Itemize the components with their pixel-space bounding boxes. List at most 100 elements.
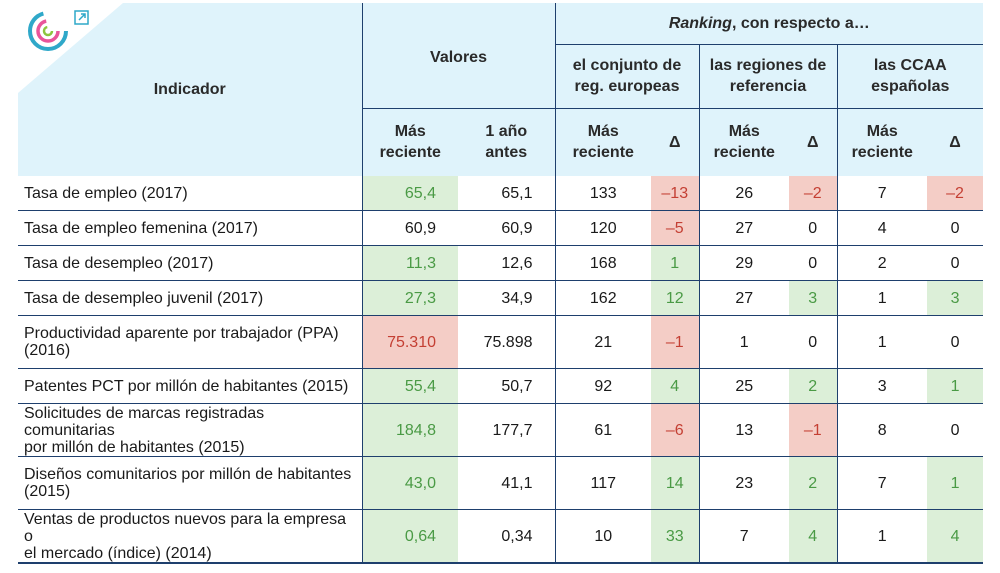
indicator-name: Tasa de empleo femenina (2017) — [18, 210, 362, 246]
cell-reciente: 60,9 — [361, 210, 458, 246]
cell-ref: 1 — [698, 315, 789, 369]
cell-eu: 133 — [554, 176, 651, 211]
cell-ccaa: 2 — [836, 245, 927, 281]
indicator-name: Tasa de desempleo juvenil (2017) — [18, 280, 362, 316]
cell-ccaa: 7 — [836, 176, 927, 211]
header-un-ano-antes: 1 año antes — [458, 108, 555, 176]
cell-eu: 120 — [554, 210, 651, 246]
cell-reciente: 184,8 — [361, 403, 458, 457]
cell-antes: 0,34 — [458, 509, 555, 564]
cell-reciente: 75.310 — [361, 315, 458, 369]
cell-ccaa-d: 1 — [927, 368, 984, 404]
header-group-ref: las regiones de referencia — [698, 44, 837, 109]
indicator-name: Solicitudes de marcas registradas comuni… — [18, 403, 362, 457]
cell-eu-d: –6 — [651, 403, 699, 457]
header-ranking-italic: Ranking — [668, 14, 732, 32]
cell-ref: 7 — [698, 509, 789, 564]
cell-ccaa: 1 — [836, 315, 927, 369]
table-row: Productividad aparente por trabajador (P… — [18, 315, 984, 369]
cell-ref-d: 2 — [789, 368, 837, 404]
cell-eu: 92 — [554, 368, 651, 404]
indicator-name: Ventas de productos nuevos para la empre… — [18, 509, 362, 564]
cell-reciente: 0,64 — [361, 509, 458, 564]
indicator-name: Diseños comunitarios por millón de habit… — [18, 456, 362, 510]
cell-eu-d: 1 — [651, 245, 699, 281]
cell-ref: 27 — [698, 210, 789, 246]
cell-ref-d: 3 — [789, 280, 837, 316]
table-row: Tasa de desempleo juvenil (2017) 27,3 34,9… — [18, 280, 984, 316]
cell-eu-d: –13 — [651, 176, 699, 211]
cell-eu: 117 — [554, 456, 651, 510]
cell-antes: 41,1 — [458, 456, 555, 510]
indicator-table-container: Indicador Valores Ranking, con respecto … — [18, 3, 984, 569]
cell-antes: 12,6 — [458, 245, 555, 281]
cell-ccaa-d: 4 — [927, 509, 984, 564]
cell-eu-d: 4 — [651, 368, 699, 404]
cell-ref: 25 — [698, 368, 789, 404]
indicator-name: Tasa de empleo (2017) — [18, 176, 362, 211]
cell-reciente: 27,3 — [361, 280, 458, 316]
table-row: Tasa de empleo (2017) 65,4 65,1 133 –13 26 –2 7… — [18, 176, 984, 211]
cell-ccaa-d: 0 — [927, 245, 984, 281]
cell-antes: 177,7 — [458, 403, 555, 457]
cell-ref: 27 — [698, 280, 789, 316]
cell-ccaa-d: 3 — [927, 280, 984, 316]
cell-eu-d: –5 — [651, 210, 699, 246]
cell-ccaa: 3 — [836, 368, 927, 404]
cell-ccaa-d: 1 — [927, 456, 984, 510]
circular-arrows-logo-icon — [18, 3, 123, 93]
indicator-name: Productividad aparente por trabajador (P… — [18, 315, 362, 369]
cell-reciente: 55,4 — [361, 368, 458, 404]
cell-ccaa: 1 — [836, 280, 927, 316]
cell-ref: 13 — [698, 403, 789, 457]
cell-ref-d: –1 — [789, 403, 837, 457]
cell-ref-d: 0 — [789, 315, 837, 369]
table-row: Patentes PCT por millón de habitantes (2… — [18, 368, 984, 404]
table-row: Tasa de desempleo (2017) 11,3 12,6 168 1 29 0 2… — [18, 245, 984, 281]
cell-ref-d: 4 — [789, 509, 837, 564]
cell-reciente: 11,3 — [361, 245, 458, 281]
table-row: Diseños comunitarios por millón de habit… — [18, 456, 984, 510]
cell-reciente: 65,4 — [361, 176, 458, 211]
cell-ccaa: 8 — [836, 403, 927, 457]
cell-antes: 34,9 — [458, 280, 555, 316]
cell-ref-d: 2 — [789, 456, 837, 510]
cell-eu-d: 12 — [651, 280, 699, 316]
header-ranking-rest: , con respecto a… — [731, 14, 870, 32]
cell-antes: 75.898 — [458, 315, 555, 369]
cell-eu-d: 14 — [651, 456, 699, 510]
table-row: Tasa de empleo femenina (2017) 60,9 60,9 12… — [18, 210, 984, 246]
cell-eu-d: –1 — [651, 315, 699, 369]
header-ccaa-delta: Δ — [927, 108, 984, 176]
indicator-table-body: Tasa de empleo (2017) 65,4 65,1 133 –13 26 –2 7… — [18, 176, 984, 564]
header-ranking: Ranking, con respecto a… — [554, 3, 984, 45]
cell-eu: 10 — [554, 509, 651, 564]
cell-ref-d: –2 — [789, 176, 837, 211]
cell-ref: 26 — [698, 176, 789, 211]
header-group-europe: el conjunto de reg. europeas — [554, 44, 699, 109]
cell-ccaa: 1 — [836, 509, 927, 564]
cell-eu: 162 — [554, 280, 651, 316]
cell-ref-d: 0 — [789, 210, 837, 246]
cell-antes: 50,7 — [458, 368, 555, 404]
cell-eu: 21 — [554, 315, 651, 369]
cell-ccaa: 4 — [836, 210, 927, 246]
cell-ccaa-d: 0 — [927, 403, 984, 457]
header-ref-delta: Δ — [789, 108, 837, 176]
cell-reciente: 43,0 — [361, 456, 458, 510]
table-row: Ventas de productos nuevos para la empre… — [18, 509, 984, 564]
header-mas-reciente: Más reciente — [361, 108, 458, 176]
header-ccaa-reciente: Más reciente — [836, 108, 927, 176]
indicator-name: Tasa de desempleo (2017) — [18, 245, 362, 281]
indicator-name: Patentes PCT por millón de habitantes (2… — [18, 368, 362, 404]
header-valores: Valores — [361, 3, 555, 109]
header-ref-reciente: Más reciente — [698, 108, 789, 176]
cell-ref: 23 — [698, 456, 789, 510]
header-group-ccaa: las CCAA españolas — [836, 44, 984, 109]
cell-antes: 60,9 — [458, 210, 555, 246]
cell-ccaa-d: –2 — [927, 176, 984, 211]
cell-ref-d: 0 — [789, 245, 837, 281]
table-row: Solicitudes de marcas registradas comuni… — [18, 403, 984, 457]
cell-eu: 168 — [554, 245, 651, 281]
cell-ref: 29 — [698, 245, 789, 281]
